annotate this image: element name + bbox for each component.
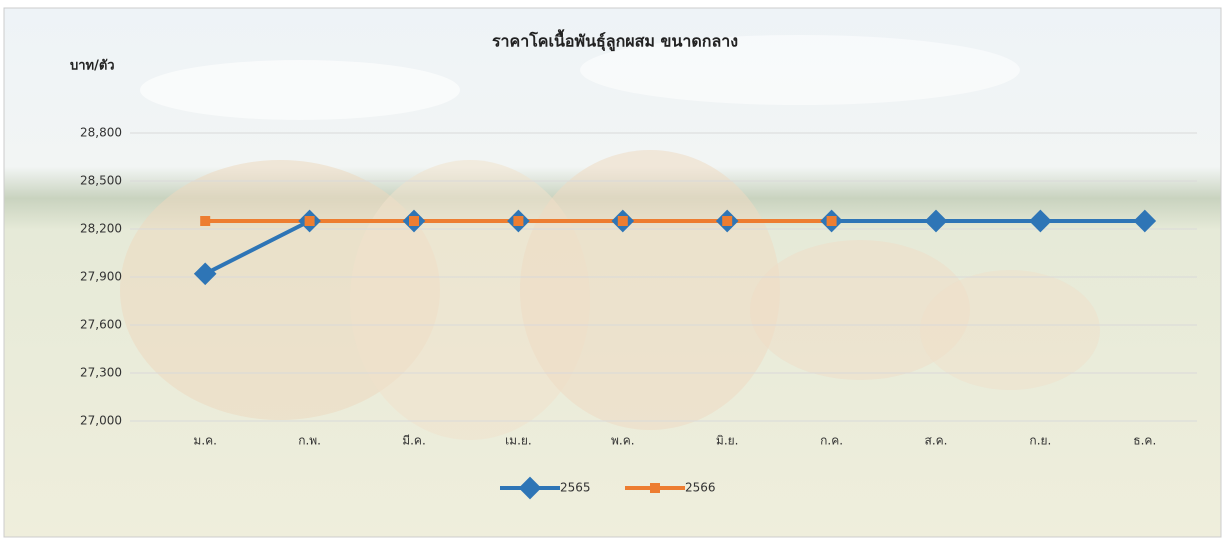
point <box>513 216 523 226</box>
background-photo <box>4 8 1221 537</box>
page: {"chart_data": {"type": "line", "title":… <box>0 0 1225 539</box>
y-tick-label: 27,900 <box>80 270 122 284</box>
x-tick-label: เม.ย. <box>505 434 532 448</box>
x-tick-label: ม.ค. <box>193 434 217 448</box>
x-tick-label: ก.ย. <box>1029 434 1051 448</box>
point <box>305 216 315 226</box>
x-tick-label: ส.ค. <box>925 434 948 448</box>
point <box>827 216 837 226</box>
y-tick-label: 27,600 <box>80 318 122 332</box>
x-tick-label: ธ.ค. <box>1133 434 1156 448</box>
legend-label: 2566 <box>685 481 716 495</box>
x-tick-label: มิ.ย. <box>716 434 739 448</box>
legend-marker <box>650 483 660 493</box>
legend-label: 2565 <box>560 481 591 495</box>
y-tick-label: 28,800 <box>80 126 122 140</box>
y-tick-label: 28,500 <box>80 174 122 188</box>
point <box>618 216 628 226</box>
point <box>722 216 732 226</box>
point <box>200 216 210 226</box>
x-tick-label: มี.ค. <box>402 434 426 448</box>
x-tick-label: พ.ค. <box>611 434 635 448</box>
chart: ราคาโคเนื้อพันธุ์ลูกผสม ขนาดกลาง บาท/ตัว… <box>0 0 1225 539</box>
y-tick-label: 27,300 <box>80 366 122 380</box>
x-tick-label: ก.พ. <box>298 434 321 448</box>
point <box>409 216 419 226</box>
x-tick-label: ก.ค. <box>820 434 843 448</box>
y-axis-label: บาท/ตัว <box>70 59 115 74</box>
y-tick-label: 28,200 <box>80 222 122 236</box>
chart-title: ราคาโคเนื้อพันธุ์ลูกผสม ขนาดกลาง <box>492 29 738 53</box>
y-tick-label: 27,000 <box>80 414 122 428</box>
